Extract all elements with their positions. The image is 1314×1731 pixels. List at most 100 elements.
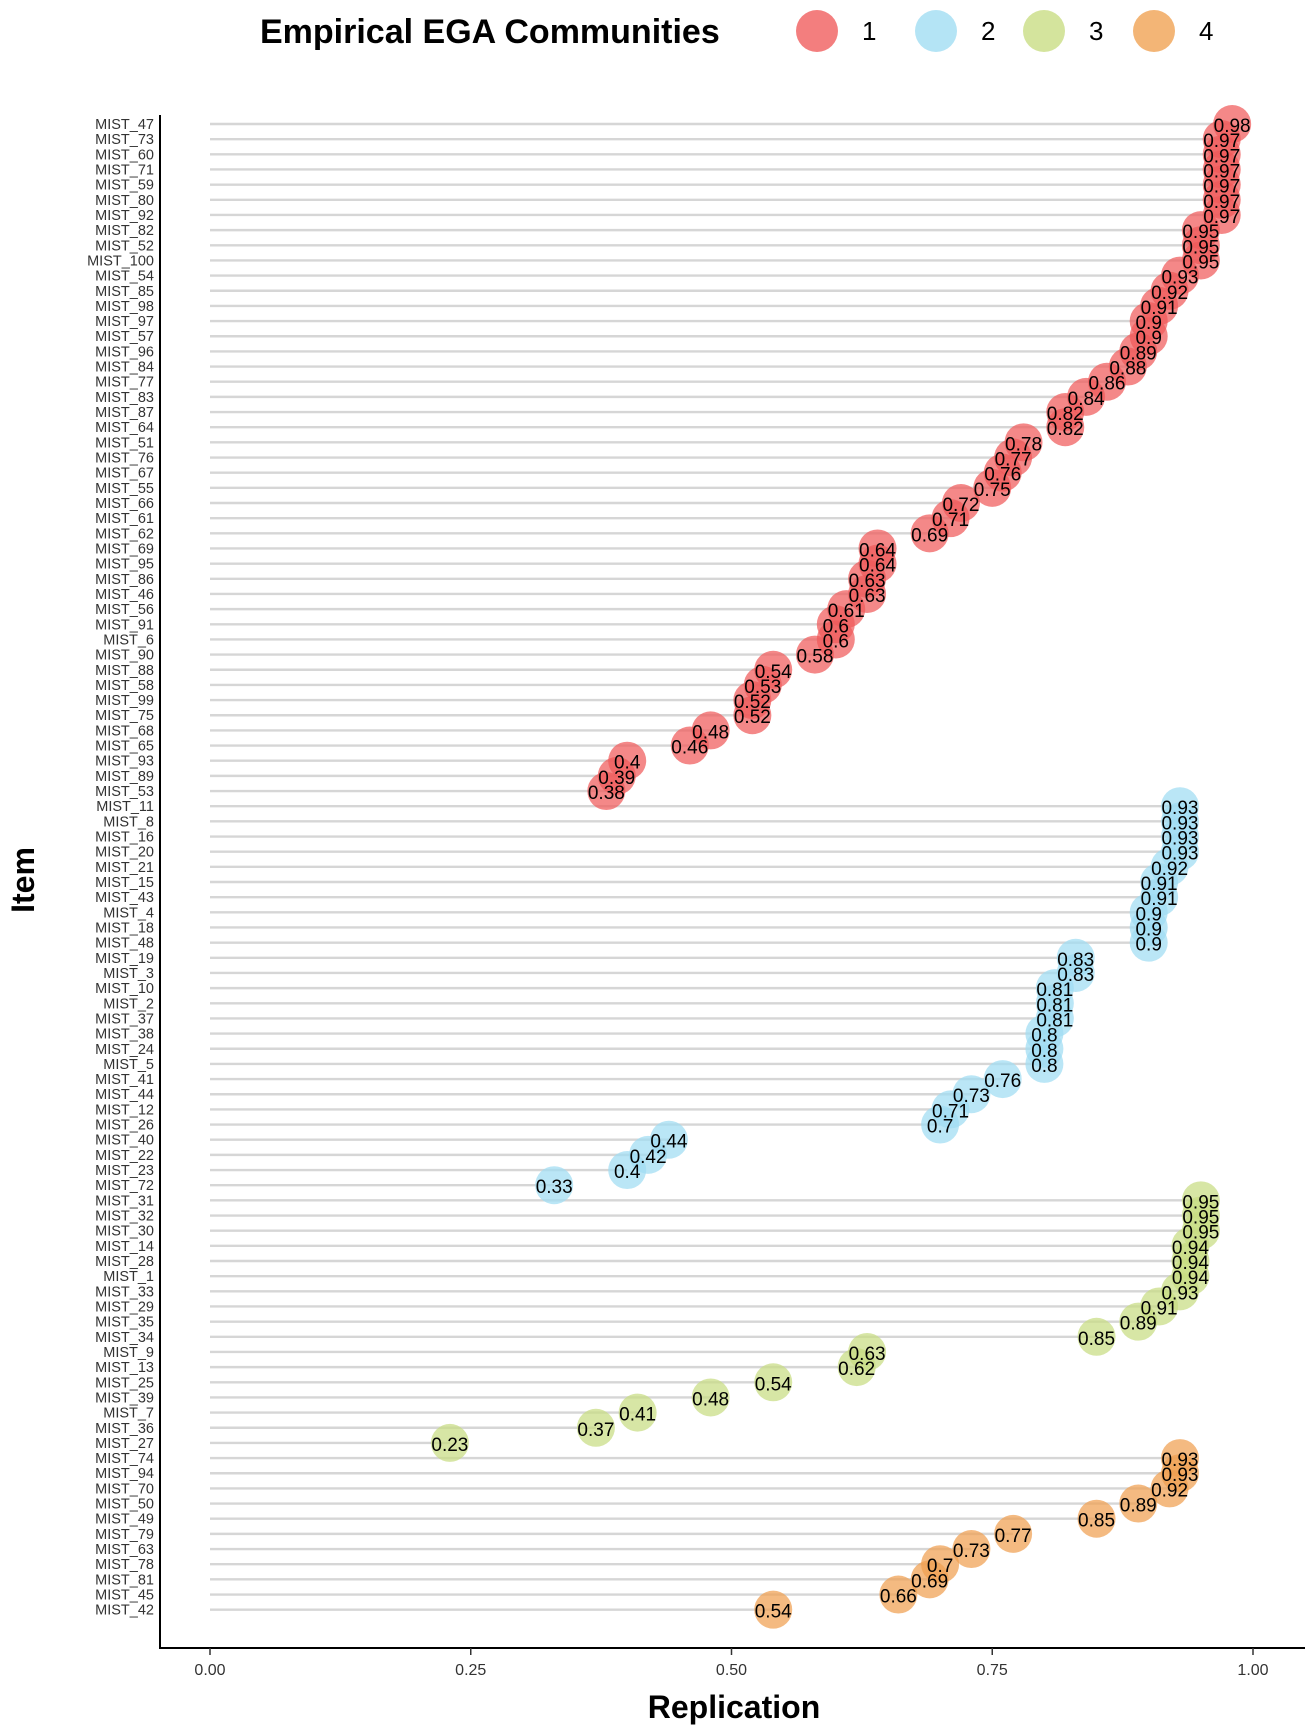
data-label: 0.9 — [1135, 328, 1161, 349]
y-tick-label: MIST_61 — [95, 511, 154, 527]
y-tick-label: MIST_92 — [95, 208, 154, 224]
data-label: 0.63 — [849, 1344, 886, 1365]
y-tick-label: MIST_48 — [95, 936, 154, 952]
gridlines — [210, 122, 1233, 1611]
data-label: 0.85 — [1078, 1511, 1115, 1532]
y-tick-label: MIST_79 — [95, 1527, 154, 1543]
data-label: 0.76 — [984, 1071, 1021, 1092]
point-mist-45 — [879, 1575, 918, 1614]
data-label: 0.58 — [796, 647, 833, 668]
y-tick-label: MIST_72 — [95, 1178, 154, 1194]
data-label: 0.82 — [1047, 419, 1084, 440]
data-label: 0.33 — [536, 1177, 573, 1198]
y-tick-label: MIST_76 — [95, 451, 154, 467]
y-tick-label: MIST_99 — [95, 693, 154, 709]
y-tick-label: MIST_84 — [95, 360, 154, 376]
y-tick-label: MIST_77 — [95, 375, 154, 391]
data-label: 0.83 — [1057, 950, 1094, 971]
data-label: 0.88 — [1109, 359, 1146, 380]
y-tick-label: MIST_45 — [95, 1588, 154, 1604]
y-tick-label: MIST_97 — [95, 314, 154, 330]
data-label: 0.7 — [927, 1117, 953, 1138]
y-tick-label: MIST_33 — [95, 1284, 154, 1300]
point-mist-25 — [754, 1363, 793, 1402]
point-mist-23 — [608, 1151, 647, 1190]
data-label: 0.71 — [932, 510, 969, 531]
y-tick-label: MIST_82 — [95, 223, 154, 239]
data-label: 0.72 — [942, 495, 979, 516]
y-tick-label: MIST_36 — [95, 1421, 154, 1437]
data-label: 0.46 — [671, 738, 708, 759]
data-label: 0.61 — [828, 601, 865, 622]
data-label: 0.85 — [1078, 1329, 1115, 1350]
data-label: 0.97 — [1203, 146, 1240, 167]
y-tick-label: MIST_27 — [95, 1436, 154, 1452]
data-label: 0.97 — [1203, 192, 1240, 213]
x-tick-labels: 0.00 0.25 0.50 0.75 1.00 — [194, 1648, 1269, 1679]
point-mist-48 — [1129, 923, 1168, 962]
y-tick-label: MIST_68 — [95, 723, 154, 739]
y-tick-label: MIST_28 — [95, 1254, 154, 1270]
y-tick-label: MIST_15 — [95, 875, 154, 891]
y-tick-label: MIST_91 — [95, 617, 154, 633]
data-labels: 0.980.970.970.970.970.970.970.950.950.95… — [431, 116, 1250, 1623]
y-tick-label: MIST_65 — [95, 739, 154, 755]
data-label: 0.93 — [1161, 813, 1198, 834]
y-tick-label: MIST_22 — [95, 1148, 154, 1164]
data-label: 0.93 — [1161, 268, 1198, 289]
data-label: 0.63 — [849, 571, 886, 592]
legend-key-4 — [1133, 10, 1175, 52]
y-tick-label: MIST_25 — [95, 1375, 154, 1391]
data-label: 0.95 — [1182, 222, 1219, 243]
legend-label-1: 1 — [862, 16, 876, 46]
y-tick-label: MIST_69 — [95, 541, 154, 557]
data-label: 0.71 — [932, 1101, 969, 1122]
y-tick-label: MIST_78 — [95, 1557, 154, 1573]
y-tick-label: MIST_53 — [95, 784, 154, 800]
data-label: 0.94 — [1172, 1238, 1209, 1259]
data-label: 0.54 — [755, 1602, 792, 1623]
data-label: 0.86 — [1088, 374, 1125, 395]
point-mist-7 — [618, 1393, 657, 1432]
data-label: 0.54 — [755, 1374, 792, 1395]
y-tick-label: MIST_18 — [95, 920, 154, 936]
y-tick-label: MIST_71 — [95, 162, 154, 178]
y-tick-label: MIST_3 — [103, 966, 154, 982]
data-label: 0.39 — [598, 768, 635, 789]
legend-title: Empirical EGA Communities — [260, 13, 720, 51]
data-label: 0.81 — [1036, 1010, 1073, 1031]
y-tick-label: MIST_32 — [95, 1209, 154, 1225]
x-axis-title: Replication — [648, 1689, 820, 1725]
legend-key-3 — [1023, 10, 1065, 52]
y-tick-label: MIST_50 — [95, 1497, 154, 1513]
y-tick-label: MIST_13 — [95, 1360, 154, 1376]
data-label: 0.73 — [953, 1541, 990, 1562]
data-label: 0.77 — [995, 1526, 1032, 1547]
y-tick-label: MIST_43 — [95, 890, 154, 906]
data-label: 0.7 — [927, 1556, 953, 1577]
y-tick-label: MIST_88 — [95, 663, 154, 679]
y-tick-label: MIST_4 — [103, 905, 154, 921]
y-tick-label: MIST_47 — [95, 117, 154, 133]
y-tick-label: MIST_64 — [95, 420, 154, 436]
y-tick-label: MIST_85 — [95, 284, 154, 300]
y-tick-label: MIST_90 — [95, 648, 154, 664]
data-label: 0.48 — [692, 722, 729, 743]
y-tick-label: MIST_10 — [95, 981, 154, 997]
y-tick-label: MIST_51 — [95, 435, 154, 451]
point-mist-42 — [754, 1590, 793, 1629]
data-label: 0.44 — [650, 1132, 687, 1153]
y-tick-label: MIST_93 — [95, 754, 154, 770]
legend-label-3: 3 — [1089, 16, 1103, 46]
legend-key-2 — [915, 10, 957, 52]
y-tick-label: MIST_60 — [95, 147, 154, 163]
point-mist-35 — [1119, 1302, 1158, 1341]
data-label: 0.97 — [1203, 161, 1240, 182]
data-label: 0.95 — [1182, 252, 1219, 273]
data-label: 0.95 — [1182, 1223, 1219, 1244]
data-label: 0.41 — [619, 1405, 656, 1426]
point-mist-53 — [587, 772, 626, 811]
data-label: 0.4 — [614, 1162, 641, 1183]
y-tick-label: MIST_16 — [95, 830, 154, 846]
